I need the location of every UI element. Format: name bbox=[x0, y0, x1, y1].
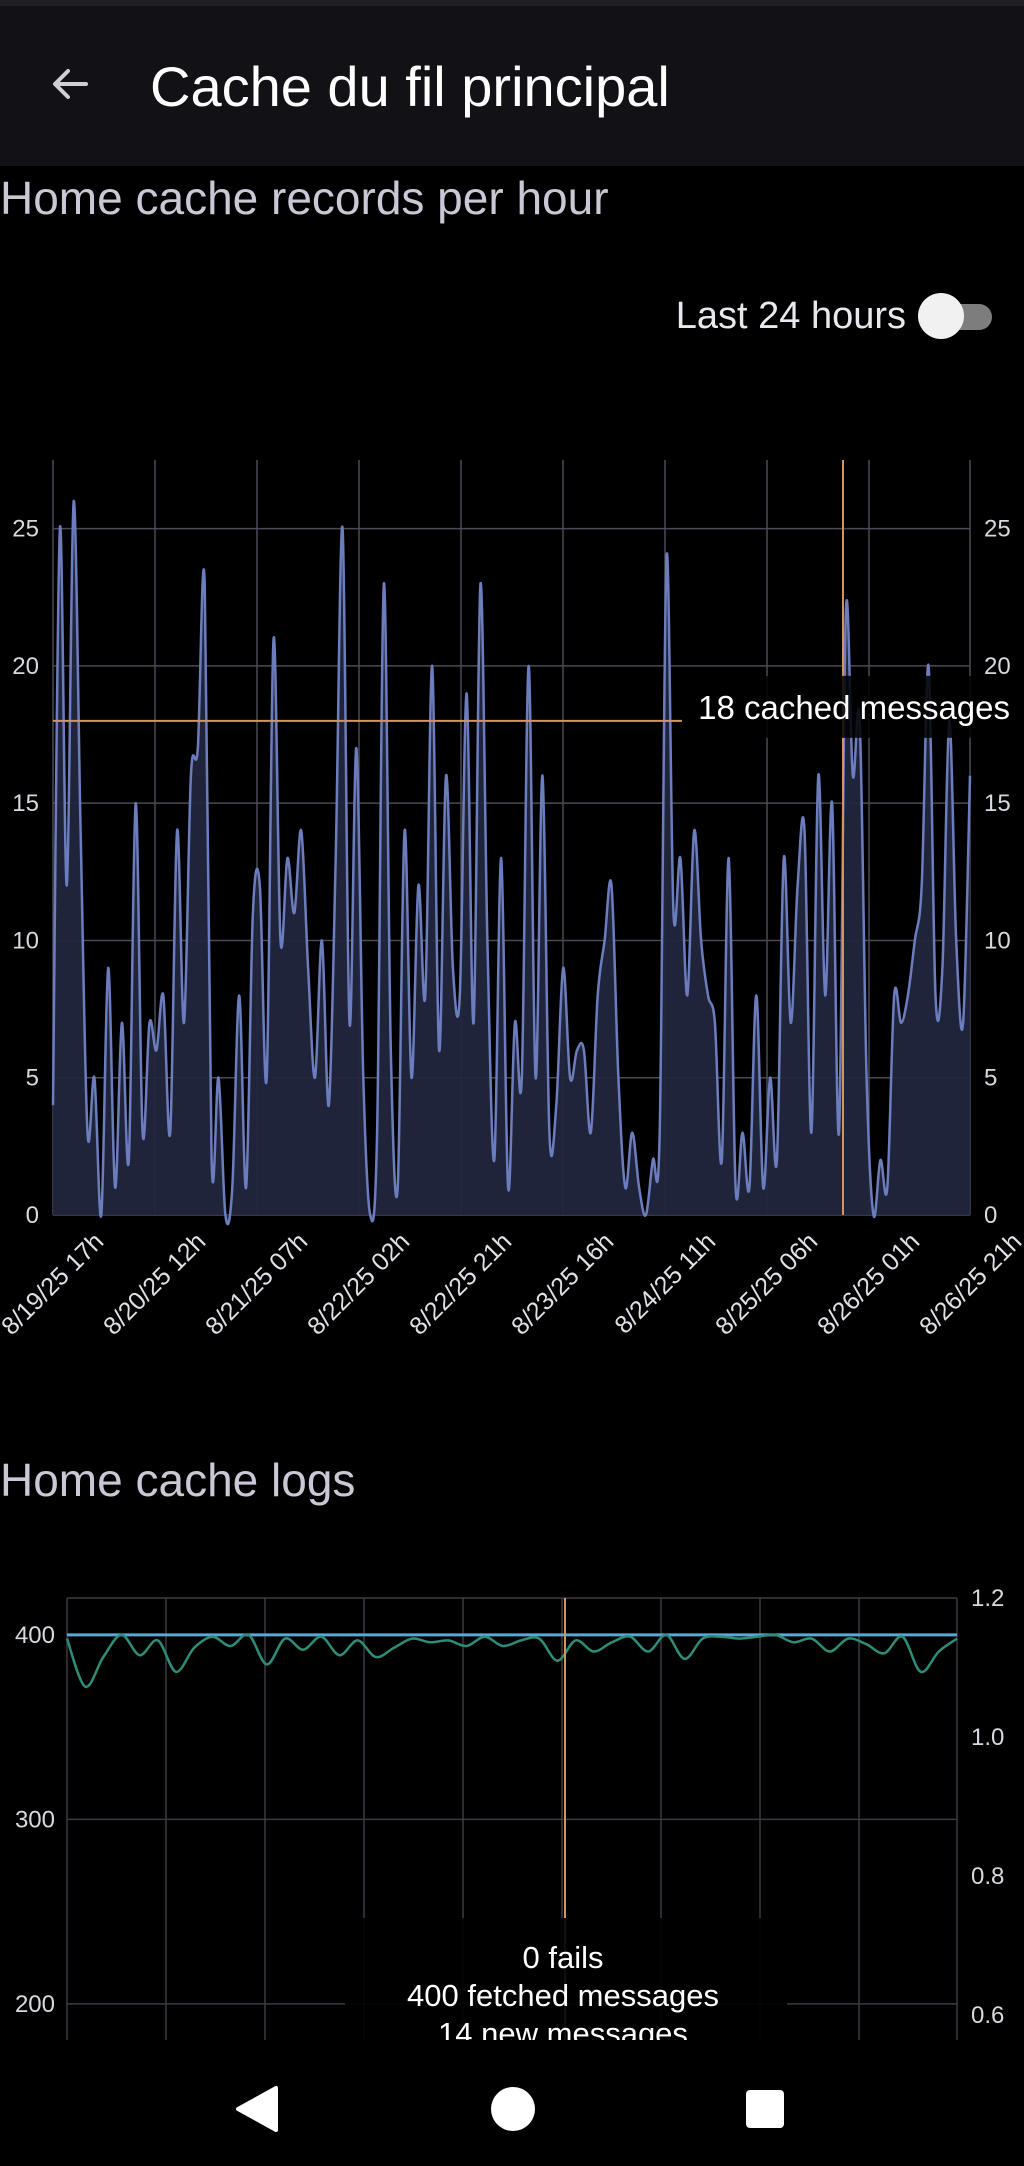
arrow-left-icon bbox=[53, 69, 88, 99]
y-tick-label-right: 5 bbox=[984, 1065, 997, 1092]
y-tick-label-left: 0 bbox=[26, 1202, 39, 1229]
x-tick-label: 8/20/25 12h bbox=[98, 1227, 211, 1340]
last-24-hours-toggle-row[interactable]: Last 24 hours bbox=[676, 286, 998, 346]
circle-home-icon[interactable] bbox=[488, 2084, 538, 2134]
records-area-fill bbox=[53, 500, 970, 1225]
back-button[interactable] bbox=[38, 52, 102, 116]
y-tick-label-left: 15 bbox=[12, 790, 39, 817]
x-tick-label: 8/25/25 06h bbox=[710, 1227, 823, 1340]
app-bar: Cache du fil principal bbox=[0, 0, 1024, 166]
last-24-hours-switch[interactable] bbox=[918, 291, 998, 341]
logs-section-title: Home cache logs bbox=[0, 1454, 356, 1506]
x-tick-label: 8/23/25 16h bbox=[506, 1227, 619, 1340]
x-tick-label: 8/22/25 21h bbox=[404, 1227, 517, 1340]
y-tick-label-right: 0.8 bbox=[971, 1863, 1004, 1890]
y-tick-label-left: 300 bbox=[15, 1806, 55, 1833]
y-tick-label-left: 25 bbox=[12, 516, 39, 543]
x-tick-label: 8/21/25 07h bbox=[200, 1227, 313, 1340]
y-tick-label-right: 25 bbox=[984, 516, 1011, 543]
page-title: Cache du fil principal bbox=[150, 55, 670, 118]
y-tick-label-right: 0 bbox=[984, 1202, 997, 1229]
x-tick-label: 8/24/25 11h bbox=[609, 1227, 721, 1339]
new-series-line bbox=[65, 1633, 958, 1688]
y-tick-label-right: 20 bbox=[984, 653, 1011, 680]
square-recents-icon[interactable] bbox=[744, 2088, 786, 2130]
status-bar bbox=[0, 0, 1024, 6]
logs-tooltip-line: 0 fails bbox=[523, 1940, 604, 1975]
switch-thumb bbox=[918, 293, 964, 339]
records-tooltip-text: 18 cached messages bbox=[698, 689, 1010, 726]
y-tick-label-right: 0.6 bbox=[971, 2002, 1004, 2029]
triangle-back-icon[interactable] bbox=[232, 2084, 282, 2134]
system-nav-bar bbox=[0, 2040, 1024, 2166]
logs-tooltip-line: 14 new messages bbox=[438, 2016, 688, 2042]
y-tick-label-right: 1.2 bbox=[971, 1585, 1004, 1612]
x-tick-label: 8/19/25 17h bbox=[0, 1227, 109, 1340]
x-tick-label: 8/26/25 01h bbox=[812, 1227, 925, 1340]
y-tick-label-left: 400 bbox=[15, 1622, 55, 1649]
logs-tooltip-line: 400 fetched messages bbox=[407, 1978, 719, 2013]
records-series-line bbox=[51, 499, 972, 1226]
y-tick-label-left: 5 bbox=[26, 1065, 39, 1092]
last-24-hours-label: Last 24 hours bbox=[675, 294, 906, 337]
y-tick-label-left: 10 bbox=[12, 927, 39, 954]
x-tick-label: 8/22/25 02h bbox=[302, 1227, 415, 1340]
records-section-title: Home cache records per hour bbox=[0, 172, 609, 224]
y-tick-label-left: 200 bbox=[15, 1991, 55, 2018]
y-tick-label-right: 1.0 bbox=[971, 1724, 1004, 1751]
y-tick-label-left: 20 bbox=[12, 653, 39, 680]
tooltip-box bbox=[345, 1918, 787, 2042]
y-tick-label-right: 15 bbox=[984, 790, 1011, 817]
tooltip-box bbox=[682, 675, 1024, 738]
y-tick-label-right: 10 bbox=[984, 927, 1011, 954]
x-tick-label: 8/26/25 21h bbox=[914, 1227, 1024, 1340]
